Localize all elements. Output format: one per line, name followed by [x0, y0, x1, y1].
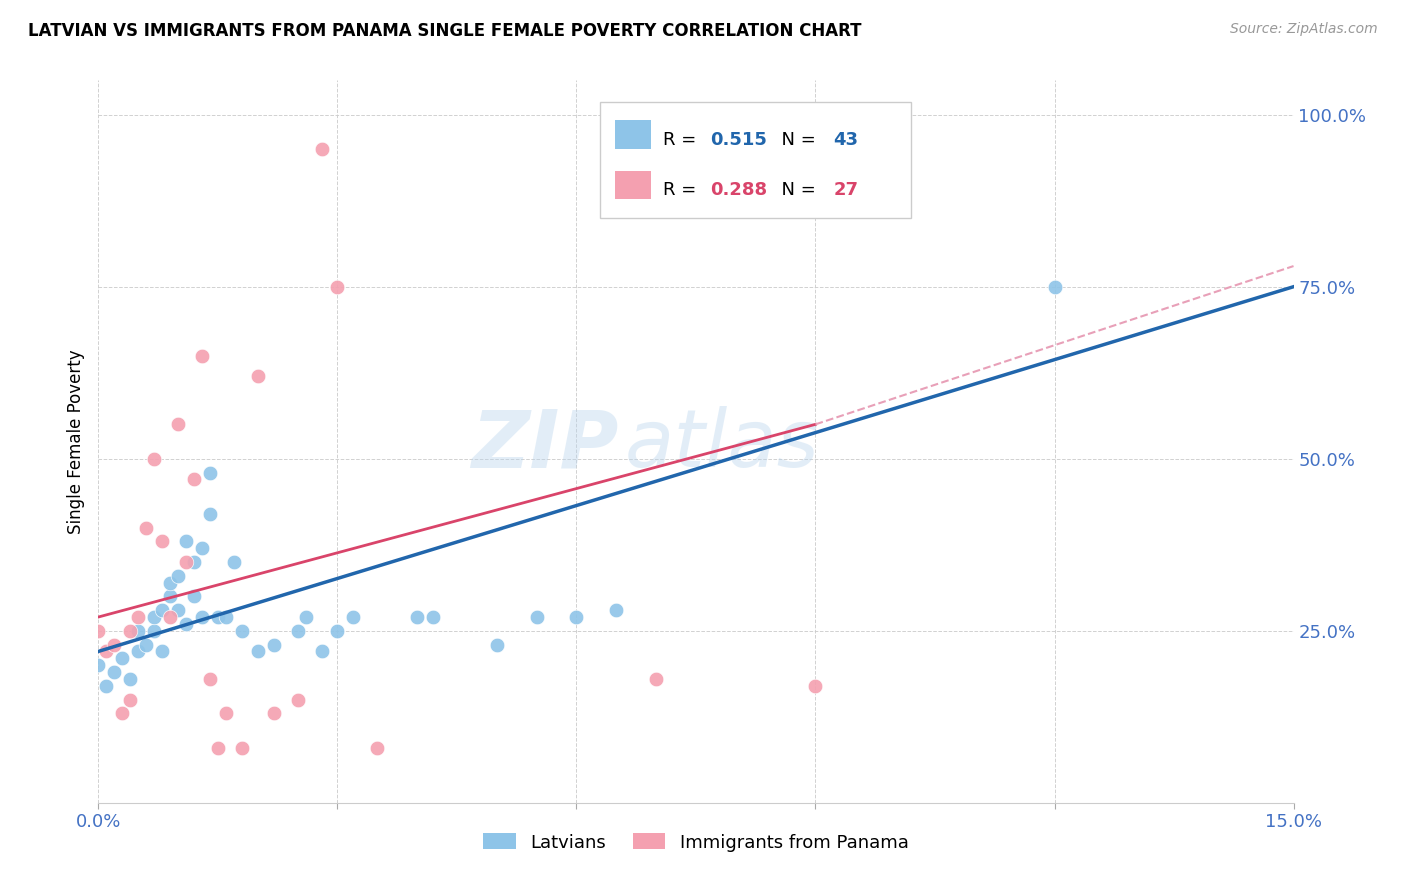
- Point: [183, 472, 205, 486]
- Point: [183, 555, 205, 569]
- Point: [406, 610, 429, 624]
- Point: [1043, 279, 1066, 293]
- Point: [198, 672, 221, 686]
- Point: [167, 417, 190, 432]
- Point: [422, 610, 444, 624]
- Point: [143, 610, 166, 624]
- Point: [103, 665, 125, 679]
- Point: [87, 624, 110, 638]
- Point: [311, 142, 333, 156]
- Point: [111, 706, 134, 721]
- Text: N =: N =: [770, 181, 821, 200]
- Text: R =: R =: [662, 181, 702, 200]
- Y-axis label: Single Female Poverty: Single Female Poverty: [66, 350, 84, 533]
- Point: [198, 507, 221, 521]
- Text: 27: 27: [834, 181, 859, 200]
- Point: [159, 590, 181, 604]
- Point: [150, 644, 173, 658]
- Point: [215, 706, 238, 721]
- Point: [167, 568, 190, 582]
- Point: [263, 706, 285, 721]
- Point: [246, 369, 269, 384]
- Point: [120, 692, 142, 706]
- Point: [231, 740, 253, 755]
- Point: [485, 638, 508, 652]
- Point: [111, 651, 134, 665]
- Point: [215, 610, 238, 624]
- Point: [150, 603, 173, 617]
- Text: LATVIAN VS IMMIGRANTS FROM PANAMA SINGLE FEMALE POVERTY CORRELATION CHART: LATVIAN VS IMMIGRANTS FROM PANAMA SINGLE…: [28, 22, 862, 40]
- Bar: [614, 120, 651, 149]
- Text: 0.515: 0.515: [710, 131, 768, 149]
- Point: [127, 624, 149, 638]
- Point: [605, 603, 627, 617]
- Text: Source: ZipAtlas.com: Source: ZipAtlas.com: [1230, 22, 1378, 37]
- Point: [174, 534, 197, 549]
- Point: [96, 644, 118, 658]
- Point: [263, 638, 285, 652]
- Point: [222, 555, 245, 569]
- Point: [167, 603, 190, 617]
- Legend: Latvians, Immigrants from Panama: Latvians, Immigrants from Panama: [477, 826, 915, 859]
- Point: [191, 541, 214, 556]
- Point: [159, 575, 181, 590]
- Point: [127, 610, 149, 624]
- Point: [294, 610, 316, 624]
- Text: R =: R =: [662, 131, 702, 149]
- Point: [287, 692, 309, 706]
- Point: [246, 644, 269, 658]
- Point: [96, 679, 118, 693]
- Point: [120, 672, 142, 686]
- Point: [207, 740, 229, 755]
- Point: [135, 520, 157, 534]
- Point: [287, 624, 309, 638]
- Text: N =: N =: [770, 131, 821, 149]
- Point: [87, 658, 110, 673]
- Point: [231, 624, 253, 638]
- Point: [143, 624, 166, 638]
- Point: [127, 644, 149, 658]
- Point: [526, 610, 548, 624]
- Point: [198, 466, 221, 480]
- Point: [120, 624, 142, 638]
- Text: ZIP: ZIP: [471, 406, 619, 484]
- Point: [326, 279, 349, 293]
- Point: [342, 610, 364, 624]
- Point: [565, 610, 588, 624]
- Text: 0.288: 0.288: [710, 181, 768, 200]
- Point: [804, 679, 827, 693]
- Point: [135, 638, 157, 652]
- Point: [191, 610, 214, 624]
- Point: [159, 610, 181, 624]
- Text: atlas: atlas: [624, 406, 820, 484]
- Bar: [614, 170, 651, 200]
- Point: [174, 555, 197, 569]
- Point: [183, 590, 205, 604]
- Point: [191, 349, 214, 363]
- Point: [174, 616, 197, 631]
- Bar: [600, 102, 911, 218]
- Point: [143, 451, 166, 466]
- Point: [311, 644, 333, 658]
- Point: [804, 190, 827, 204]
- Point: [326, 624, 349, 638]
- Point: [645, 672, 668, 686]
- Point: [366, 740, 388, 755]
- Text: 43: 43: [834, 131, 859, 149]
- Point: [207, 610, 229, 624]
- Point: [103, 638, 125, 652]
- Point: [150, 534, 173, 549]
